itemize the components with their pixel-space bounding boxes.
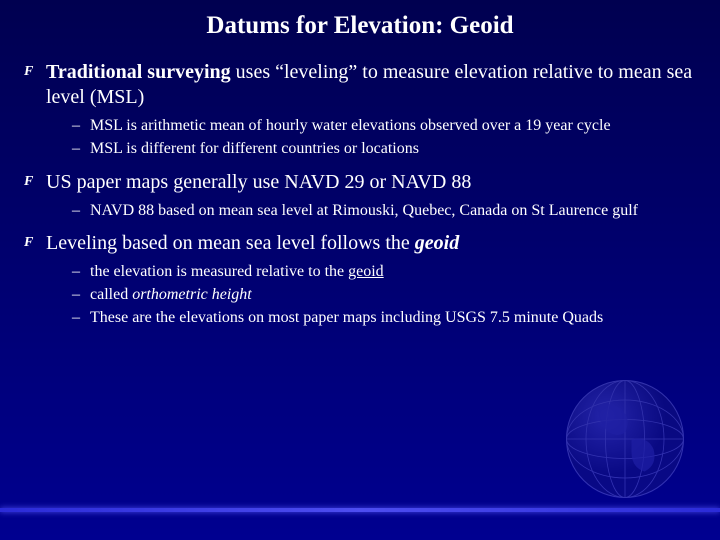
globe-decoration [560,374,690,504]
dash-icon: – [72,139,90,160]
main-text: Leveling based on mean sea level follows… [46,231,459,256]
sub-bullet: –the elevation is measured relative to t… [72,262,700,283]
bullet-icon: F [24,170,46,195]
sub-text: NAVD 88 based on mean sea level at Rimou… [90,201,638,222]
bullet-icon: F [24,60,46,110]
slide-title: Datums for Elevation: Geoid [0,0,720,60]
dash-icon: – [72,308,90,329]
dash-icon: – [72,262,90,283]
sub-bullet: –NAVD 88 based on mean sea level at Rimo… [72,201,700,222]
content-area: FTraditional surveying uses “leveling” t… [0,60,720,329]
sub-text: the elevation is measured relative to th… [90,262,384,283]
dash-icon: – [72,116,90,137]
main-bullet: FTraditional surveying uses “leveling” t… [24,60,700,110]
dash-icon: – [72,201,90,222]
sub-bullet: –called orthometric height [72,285,700,306]
sub-text: These are the elevations on most paper m… [90,308,603,329]
footer-divider [0,508,720,512]
sub-text: MSL is different for different countries… [90,139,419,160]
main-text: Traditional surveying uses “leveling” to… [46,60,700,110]
dash-icon: – [72,285,90,306]
sub-list: –MSL is arithmetic mean of hourly water … [72,116,700,160]
main-bullet: FLeveling based on mean sea level follow… [24,231,700,256]
sub-list: –the elevation is measured relative to t… [72,262,700,328]
sub-list: –NAVD 88 based on mean sea level at Rimo… [72,201,700,222]
main-bullet: FUS paper maps generally use NAVD 29 or … [24,170,700,195]
bullet-icon: F [24,231,46,256]
main-text: US paper maps generally use NAVD 29 or N… [46,170,471,195]
sub-bullet: –These are the elevations on most paper … [72,308,700,329]
sub-text: called orthometric height [90,285,252,306]
sub-bullet: –MSL is different for different countrie… [72,139,700,160]
sub-bullet: –MSL is arithmetic mean of hourly water … [72,116,700,137]
sub-text: MSL is arithmetic mean of hourly water e… [90,116,611,137]
